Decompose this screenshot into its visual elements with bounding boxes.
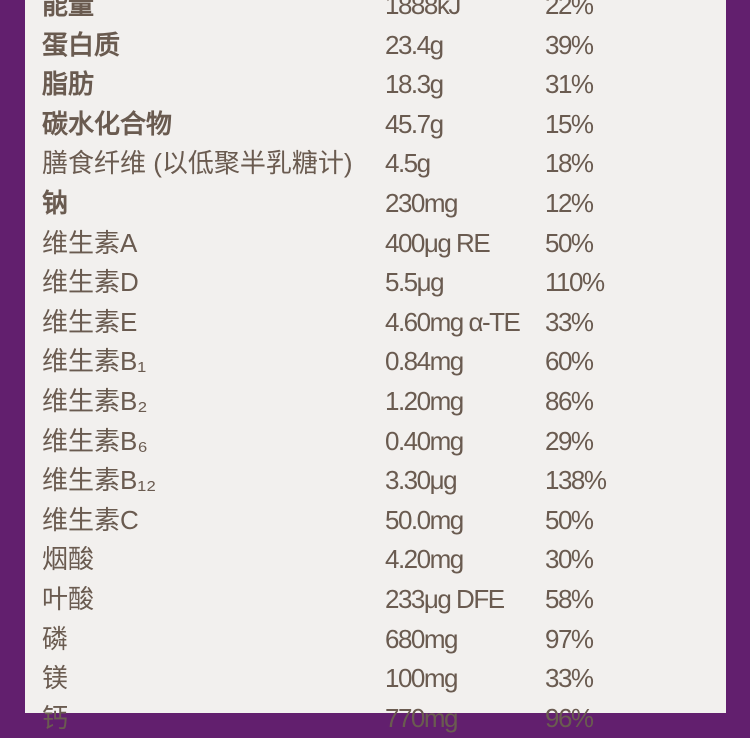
nutrient-nrv: 30% [545,544,594,575]
table-row: 烟酸 4.20mg 30% [25,539,726,579]
nutrient-nrv: 31% [545,69,594,100]
nutrient-nrv: 110% [545,267,605,298]
nutrient-nrv: 96% [545,702,594,733]
nutrient-amount: 770mg [385,702,459,733]
nutrient-name: 维生素B₁ [42,346,147,377]
nutrient-name: 脂肪 [42,69,95,100]
nutrient-amount: 3.30μg [385,465,458,496]
nutrient-amount: 4.20mg [385,544,464,575]
nutrient-name: 维生素B₆ [42,425,148,456]
nutrient-name: 蛋白质 [42,29,121,60]
table-row: 脂肪 18.3g 31% [25,64,726,104]
table-row: 维生素B₁₂ 3.30μg 138% [25,460,726,500]
nutrient-name: 维生素C [42,504,139,535]
table-row: 磷 680mg 97% [25,619,726,659]
nutrient-nrv: 15% [545,108,594,139]
nutrient-name: 磷 [42,623,69,654]
nutrient-amount: 50.0mg [385,504,464,535]
nutrient-amount: 0.40mg [385,425,464,456]
nutrient-amount: 1888kJ [385,0,461,20]
nutrient-nrv: 60% [545,346,594,377]
table-row: 叶酸 233μg DFE 58% [25,579,726,619]
nutrient-name: 维生素B₁₂ [42,465,157,496]
nutrient-nrv: 138% [545,465,607,496]
table-row: 碳水化合物 45.7g 15% [25,104,726,144]
nutrient-nrv: 12% [545,188,594,218]
nutrient-name: 镁 [42,663,69,694]
nutrient-amount: 230mg [385,188,459,218]
nutrient-name: 维生素E [42,306,138,337]
table-row: 维生素B₆ 0.40mg 29% [25,421,726,461]
nutrient-name: 烟酸 [42,544,95,575]
nutrient-amount: 100mg [385,663,459,694]
table-row: 钙 770mg 96% [25,698,726,738]
nutrient-name: 能量 [42,0,95,20]
nutrient-amount: 18.3g [385,69,444,100]
nutrient-amount: 680mg [385,623,459,654]
nutrition-table: 能量 1888kJ 22% 蛋白质 23.4g 39% 脂肪 18.3g 31% 碳水化合物 45.… [25,0,726,733]
table-row: 维生素E 4.60mg α-TE 33% [25,302,726,342]
nutrient-name: 膳食纤维 (以低聚半乳糖计) [42,148,353,179]
table-row: 维生素B₁ 0.84mg 60% [25,341,726,381]
table-row: 膳食纤维 (以低聚半乳糖计) 4.5g 18% [25,143,726,183]
nutrient-name: 维生素A [42,227,138,258]
table-row: 维生素A 400μg RE 50% [25,223,726,263]
table-row: 维生素D 5.5μg 110% [25,262,726,302]
nutrient-amount: 4.5g [385,148,431,179]
nutrient-name: 维生素D [42,267,139,298]
nutrient-nrv: 86% [545,386,594,416]
nutrient-name: 碳水化合物 [42,108,173,139]
nutrient-amount: 5.5μg [385,267,445,298]
nutrient-nrv: 58% [545,584,594,614]
table-row: 镁 100mg 33% [25,658,726,698]
table-row: 维生素C 50.0mg 50% [25,500,726,540]
nutrient-nrv: 50% [545,504,594,535]
nutrient-amount: 233μg DFE [385,584,505,614]
nutrient-amount: 45.7g [385,108,444,139]
nutrient-nrv: 50% [545,227,594,258]
nutrient-nrv: 29% [545,425,594,456]
nutrient-amount: 1.20mg [385,386,464,416]
nutrient-nrv: 22% [545,0,594,20]
nutrient-name: 钠 [42,188,69,218]
nutrient-nrv: 33% [545,663,594,694]
nutrient-nrv: 18% [545,148,594,179]
nutrient-amount: 0.84mg [385,346,464,377]
nutrient-name: 叶酸 [42,584,95,614]
nutrient-nrv: 97% [545,623,594,654]
nutrient-amount: 400μg RE [385,227,491,258]
nutrient-nrv: 33% [545,306,594,337]
table-row: 钠 230mg 12% [25,183,726,223]
table-row: 维生素B₂ 1.20mg 86% [25,381,726,421]
table-row: 能量 1888kJ 22% [25,0,726,25]
nutrient-nrv: 39% [545,29,594,60]
nutrient-amount: 23.4g [385,29,444,60]
nutrient-amount: 4.60mg α-TE [385,306,521,337]
nutrient-name: 维生素B₂ [42,386,148,416]
nutrient-name: 钙 [42,702,69,733]
table-row: 蛋白质 23.4g 39% [25,25,726,65]
